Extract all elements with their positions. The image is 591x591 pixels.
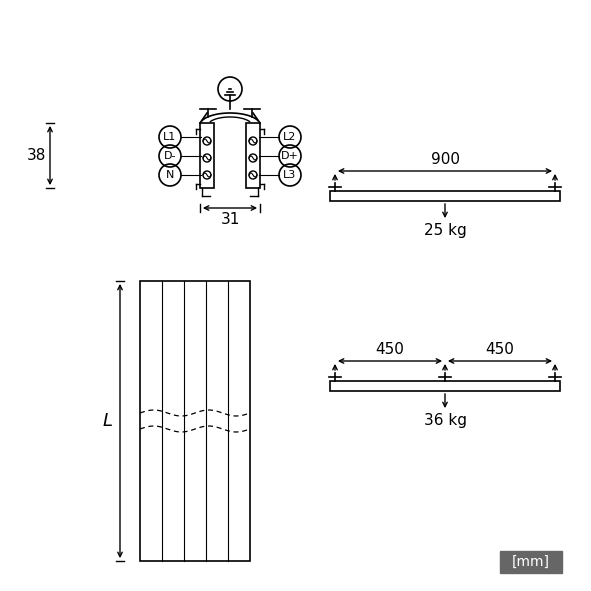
Bar bbox=[140, 281, 250, 561]
Text: D+: D+ bbox=[281, 151, 299, 161]
Text: 38: 38 bbox=[27, 148, 46, 163]
Text: 36 kg: 36 kg bbox=[424, 414, 466, 428]
Bar bbox=[200, 123, 214, 188]
Bar bbox=[330, 191, 560, 201]
Text: 31: 31 bbox=[220, 213, 240, 228]
Bar bbox=[330, 381, 560, 391]
Text: N: N bbox=[166, 170, 174, 180]
Text: L3: L3 bbox=[283, 170, 297, 180]
Text: L1: L1 bbox=[163, 132, 177, 142]
Text: 450: 450 bbox=[486, 343, 514, 358]
Text: 450: 450 bbox=[375, 343, 404, 358]
Text: 25 kg: 25 kg bbox=[424, 223, 466, 239]
Text: L2: L2 bbox=[283, 132, 297, 142]
FancyBboxPatch shape bbox=[500, 551, 562, 573]
Text: 900: 900 bbox=[430, 152, 459, 167]
Text: L: L bbox=[103, 412, 113, 430]
Text: [mm]: [mm] bbox=[512, 555, 550, 569]
Text: D-: D- bbox=[164, 151, 176, 161]
Bar bbox=[246, 123, 260, 188]
